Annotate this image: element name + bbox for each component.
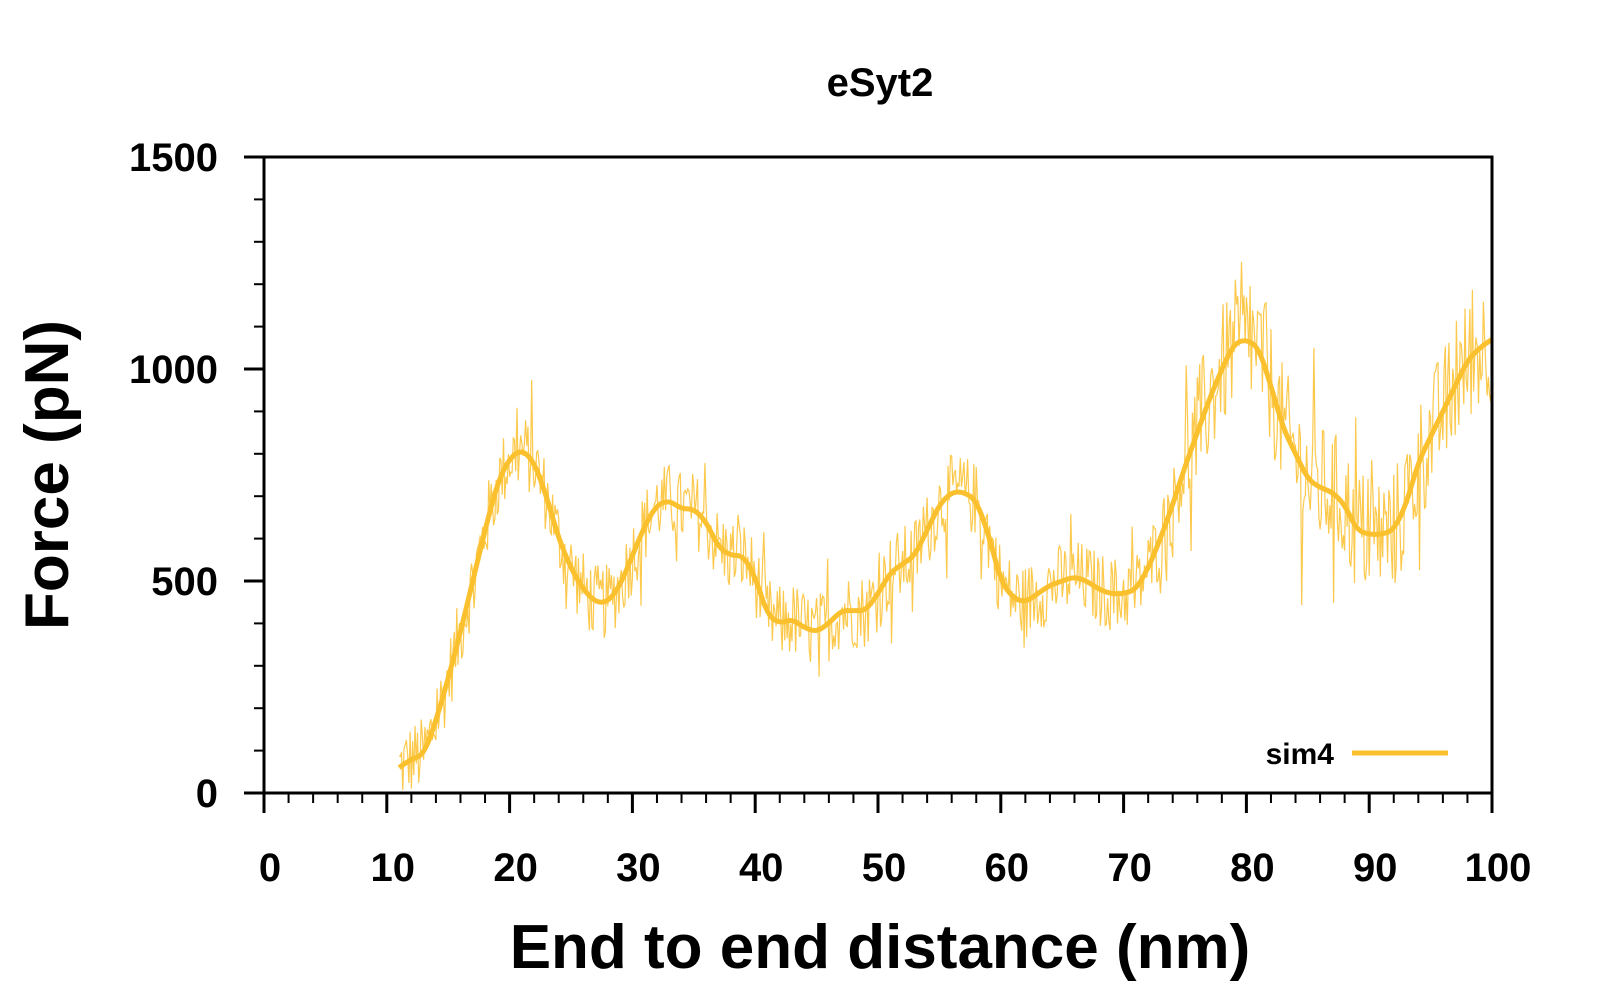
x-tick-label: 10 bbox=[371, 846, 416, 890]
raw-force-line bbox=[398, 261, 1493, 791]
y-tick-label: 0 bbox=[196, 772, 218, 816]
chart-title: eSyt2 bbox=[827, 61, 934, 105]
x-tick-label: 60 bbox=[985, 846, 1030, 890]
raw-series-layer bbox=[398, 261, 1493, 791]
y-axis-title: Force (pN) bbox=[13, 320, 82, 630]
x-tick-label: 40 bbox=[739, 846, 784, 890]
legend-label-sim4: sim4 bbox=[1266, 738, 1335, 771]
legend: sim4 bbox=[1266, 738, 1448, 771]
smoothed-series-layer bbox=[397, 337, 1494, 770]
x-axis-title: End to end distance (nm) bbox=[510, 913, 1251, 982]
x-tick-label: 50 bbox=[862, 846, 907, 890]
x-tick-label: 0 bbox=[259, 846, 281, 890]
y-tick-label: 1500 bbox=[129, 136, 218, 180]
x-tick-label: 80 bbox=[1230, 846, 1275, 890]
x-tick-label: 20 bbox=[493, 846, 538, 890]
x-tick-label: 70 bbox=[1107, 846, 1152, 890]
x-tick-label: 30 bbox=[616, 846, 661, 890]
y-tick-label: 1000 bbox=[129, 348, 218, 392]
smoothed-force-line bbox=[397, 337, 1494, 770]
x-tick-label: 90 bbox=[1353, 846, 1398, 890]
x-tick-label: 100 bbox=[1465, 846, 1532, 890]
y-tick-label: 500 bbox=[151, 560, 218, 604]
